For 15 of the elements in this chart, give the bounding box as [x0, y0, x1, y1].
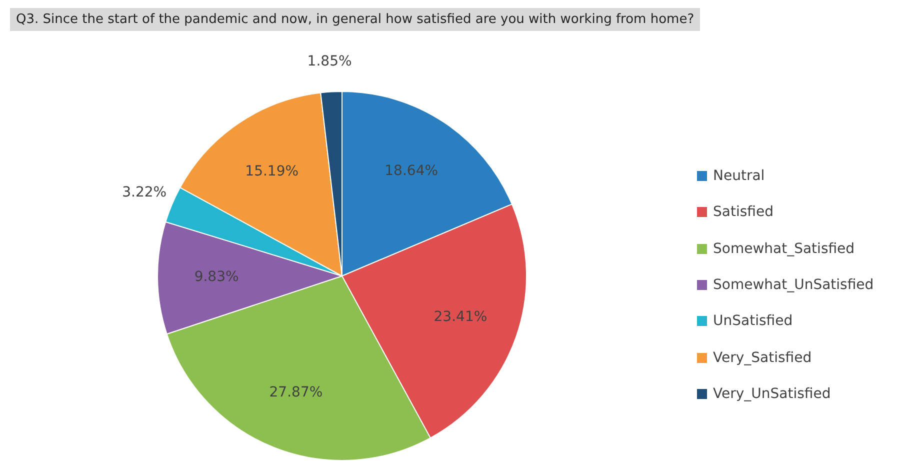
- legend-label: Satisfied: [713, 204, 774, 220]
- legend-label: UnSatisfied: [713, 313, 793, 330]
- data-label: 15.19%: [245, 164, 299, 180]
- legend-label: Somewhat_UnSatisfied: [713, 277, 874, 294]
- data-label: 9.83%: [194, 269, 239, 285]
- data-label: 23.41%: [434, 308, 488, 325]
- data-label: 27.87%: [269, 384, 323, 400]
- chart-title: Q3. Since the start of the pandemic and now, in general how satisfied are you with working from home?: [10, 8, 700, 31]
- data-label: 3.22%: [122, 184, 167, 200]
- data-label: 1.85%: [307, 54, 352, 70]
- data-label: 18.64%: [384, 163, 438, 180]
- legend-label: Very_UnSatisfied: [713, 386, 831, 402]
- legend-label: Somewhat_Satisfied: [713, 240, 855, 257]
- legend-label: Neutral: [713, 168, 765, 184]
- legend-label: Very_Satisfied: [713, 350, 812, 366]
